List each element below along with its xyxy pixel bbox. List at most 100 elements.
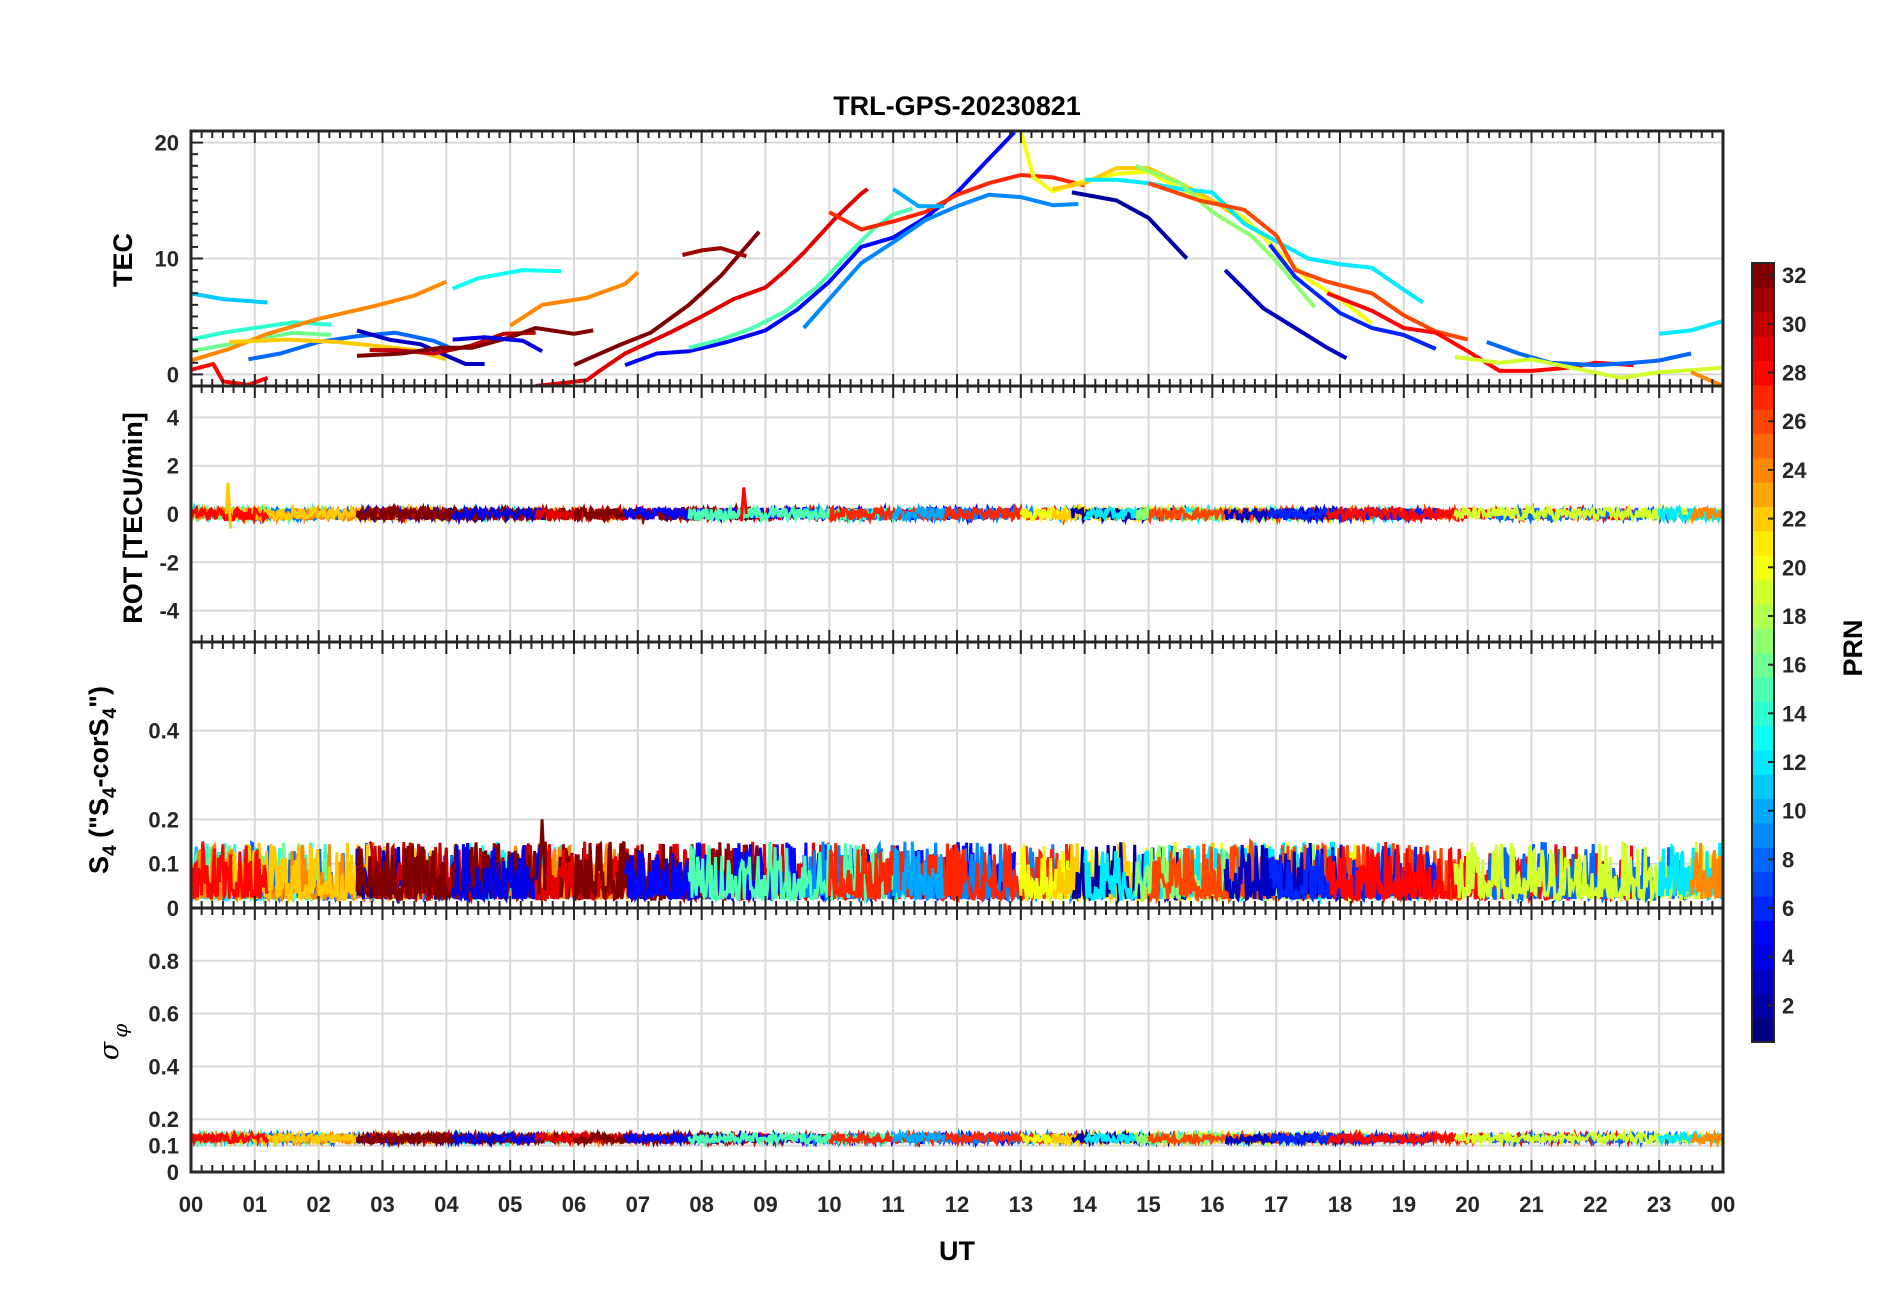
colorbar-tick-label: 2 [1782, 993, 1794, 1018]
colorbar-segment [1752, 749, 1774, 775]
colorbar-segment [1752, 506, 1774, 532]
sigma-label-sub: φ [108, 1024, 132, 1038]
colorbar-segment [1752, 676, 1774, 702]
colorbar-segment [1752, 798, 1774, 824]
colorbar-segment [1752, 457, 1774, 483]
x-tick-label: 13 [1009, 1192, 1033, 1217]
tec-series-line [1658, 319, 1723, 336]
colorbar-tick-label: 12 [1782, 750, 1806, 775]
x-tick-label: 16 [1200, 1192, 1224, 1217]
tec-axis-label: TEC [108, 233, 138, 287]
s4-label-main: S [84, 856, 114, 874]
colorbar-segment [1752, 847, 1774, 873]
index-series-line [1453, 1127, 1723, 1149]
series-group [191, 1127, 1723, 1149]
x-tick-label: 10 [817, 1192, 841, 1217]
index-series-line [1689, 1128, 1723, 1149]
colorbar-segment [1752, 603, 1774, 629]
tec-series-line [356, 326, 594, 358]
y-tick-label: 20 [155, 131, 179, 156]
tec-series-line [1223, 268, 1348, 360]
colorbar-segment [1752, 579, 1774, 605]
index-series-line [1689, 504, 1723, 525]
colorbar-tick-label: 10 [1782, 799, 1806, 824]
colorbar-tick-label: 32 [1782, 263, 1806, 288]
colorbar-tick-label: 28 [1782, 361, 1806, 386]
s4-label-mid: ("S [84, 798, 114, 845]
tec-series-line [1454, 355, 1723, 380]
y-tick-label: 4 [167, 405, 180, 430]
index-series-line [891, 502, 945, 525]
colorbar-segment [1752, 287, 1774, 313]
y-tick-label: 0 [167, 362, 179, 387]
index-series-line [1453, 841, 1723, 905]
s4-label-sub1: 4 [100, 845, 121, 856]
colorbar-tick-label: 18 [1782, 604, 1806, 629]
s4-label-end: ") [84, 686, 114, 708]
colorbar-segment [1752, 384, 1774, 410]
rot-axis-label: ROT [TECU/min] [118, 412, 148, 623]
tec-series-line [1134, 163, 1317, 309]
index-series-line [451, 503, 544, 526]
tec-series-line [509, 270, 640, 328]
rot-spike [739, 487, 748, 522]
s4-label-sub3: 4 [100, 707, 121, 718]
colorbar-segment [1752, 555, 1774, 581]
colorbar-tick-label: 26 [1782, 409, 1806, 434]
s4-label-sub2: 4 [100, 787, 121, 798]
y-tick-label: 0.8 [148, 949, 179, 974]
x-tick-label: 08 [689, 1192, 713, 1217]
colorbar-tick-label: 16 [1782, 653, 1806, 678]
colorbar-segment [1752, 628, 1774, 654]
s4-spike [537, 819, 547, 895]
series-group [191, 819, 1723, 905]
colorbar-segment [1752, 1017, 1774, 1043]
colorbar-tick-label: 22 [1782, 507, 1806, 532]
tec-series-line [451, 268, 562, 291]
colorbar-tick-label: 20 [1782, 555, 1806, 580]
y-tick-label: 0 [167, 1160, 179, 1185]
colorbar-segment [1752, 871, 1774, 897]
x-axis-label: UT [939, 1236, 975, 1266]
y-tick-label: 0.2 [148, 1107, 179, 1132]
index-series-line [451, 1129, 543, 1148]
index-series-line [891, 841, 945, 902]
colorbar-segment [1752, 530, 1774, 556]
x-tick-label: 12 [945, 1192, 969, 1217]
colorbar-tick-label: 8 [1782, 847, 1794, 872]
sigma-axis-label: σφ [94, 1024, 132, 1060]
index-series-line [451, 841, 544, 904]
tec-series-line [1084, 177, 1425, 305]
tec-panel: 0 10 20 [155, 129, 1725, 388]
index-series-line [1689, 842, 1723, 900]
colorbar-segment [1752, 822, 1774, 848]
tec-series-line [573, 230, 761, 367]
x-tick-label: 04 [434, 1192, 459, 1217]
colorbar-segment [1752, 993, 1774, 1019]
y-tick-label: 0.4 [148, 719, 179, 744]
sigma-panel: 00.10.2 0.4 0.6 0.8 [148, 906, 1725, 1185]
y-tick-label: 0.1 [148, 852, 179, 877]
x-tick-label: 19 [1392, 1192, 1416, 1217]
y-tick-label: 0.2 [148, 807, 179, 832]
index-series-line [891, 1128, 946, 1149]
chart-title: TRL-GPS-20230821 [833, 91, 1081, 121]
colorbar-segment [1752, 895, 1774, 921]
colorbar-frame [1751, 262, 1775, 1043]
tec-series-line [1052, 166, 1239, 219]
x-tick-label: 11 [882, 1192, 905, 1217]
rot-spike [224, 482, 233, 529]
s4-panel: 0 0.1 0.2 0.4 [148, 640, 1725, 921]
colorbar-segment [1752, 725, 1774, 751]
colorbar-segment [1752, 920, 1774, 946]
x-tick-label: 21 [1519, 1192, 1543, 1217]
x-tick-label: 17 [1264, 1192, 1288, 1217]
x-tick-label: 18 [1328, 1192, 1352, 1217]
index-series-line [191, 1128, 270, 1148]
tec-series-line [892, 187, 945, 209]
tec-series-line [828, 173, 1086, 232]
colorbar-segment [1752, 409, 1774, 435]
colorbar-segment [1752, 482, 1774, 508]
s4-label-mid2: -corS [84, 718, 114, 787]
